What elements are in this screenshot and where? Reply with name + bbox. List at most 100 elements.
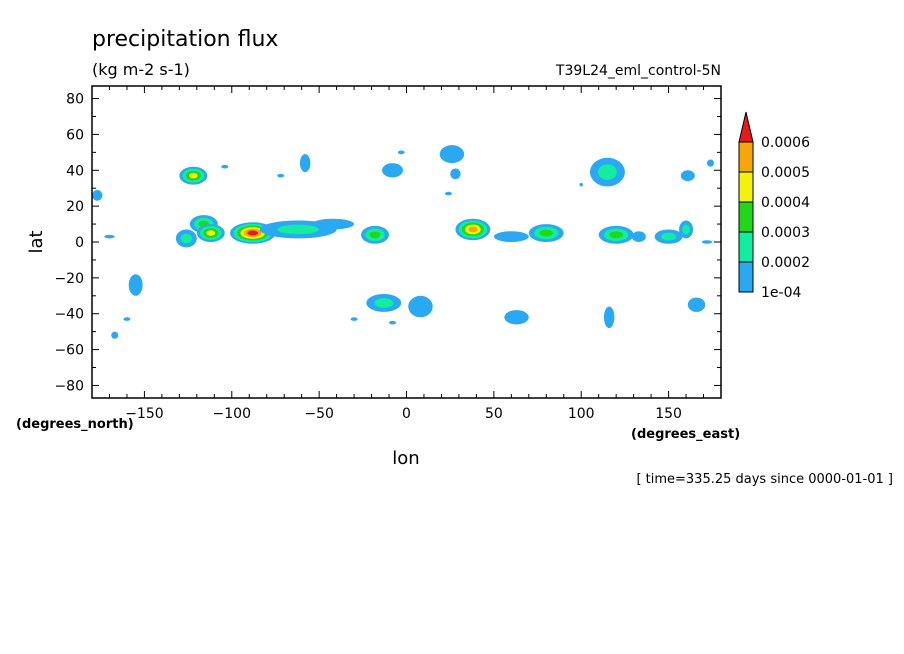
y-tick-label: 40 <box>66 163 84 179</box>
precip-contour-level-1 <box>277 173 285 178</box>
precip-cell <box>389 320 397 325</box>
chart-units-subtitle: (kg m-2 s-1) <box>92 60 190 79</box>
precip-contour-level-1 <box>299 154 311 173</box>
precip-contour-level-1 <box>92 190 103 201</box>
y-tick-label: 60 <box>66 127 84 143</box>
precip-contour-level-3 <box>609 231 623 239</box>
precip-contour-level-3 <box>369 231 381 239</box>
precip-cell <box>687 297 706 312</box>
precip-cell <box>455 218 491 241</box>
y-tick-label: 0 <box>75 235 84 251</box>
precip-contour-level-2 <box>597 164 617 180</box>
colorbar-swatch <box>738 201 754 233</box>
precip-cell <box>589 157 625 187</box>
x-tick-label: 100 <box>568 406 595 422</box>
colorbar-label: 0.0005 <box>761 165 810 181</box>
precip-cell <box>450 168 461 180</box>
precip-cell <box>439 145 465 164</box>
precip-cell <box>654 229 683 244</box>
precip-cell <box>312 218 355 230</box>
precip-cell <box>179 166 208 185</box>
colorbar-legend: 1e-04 0.0002 0.0003 0.0004 0.0005 0.0006 <box>738 111 810 301</box>
precip-contour-level-1 <box>221 164 229 169</box>
precip-contour-level-1 <box>603 306 615 329</box>
precip-contour-level-3 <box>539 229 554 237</box>
y-tick-label: −60 <box>54 343 84 359</box>
y-tick-label: −40 <box>54 307 84 323</box>
precip-contour-level-4 <box>206 230 216 236</box>
precip-contour-level-5 <box>468 226 478 233</box>
precip-contour-level-2 <box>277 224 319 235</box>
precip-contour-level-1 <box>389 320 397 325</box>
y-axis-label: lat <box>26 230 47 253</box>
x-tick-label: 50 <box>485 406 503 422</box>
precip-contour-level-2 <box>682 224 690 235</box>
precip-contour-level-2 <box>180 233 193 244</box>
y-tick-label: 80 <box>66 92 84 108</box>
precip-contour-level-1 <box>493 231 529 243</box>
time-footer: [ time=335.25 days since 0000-01-01 ] <box>636 472 893 487</box>
precip-cell <box>679 220 694 239</box>
precip-contour-level-1 <box>123 317 131 321</box>
x-axis: −150 −100 −50 0 50 100 150 <box>91 86 722 422</box>
colorbar-label: 0.0006 <box>761 135 810 151</box>
precip-cell <box>680 170 695 182</box>
x-tick-label: −150 <box>125 406 163 422</box>
precip-cell <box>408 295 433 318</box>
x-tick-label: 150 <box>655 406 682 422</box>
precip-cell <box>382 163 404 178</box>
precip-contour-level-4 <box>189 172 198 179</box>
colorbar-label: 0.0004 <box>761 195 810 211</box>
y-tick-label: −20 <box>54 271 84 287</box>
y-units-label: (degrees_north) <box>16 417 134 432</box>
colorbar-swatch <box>738 141 754 173</box>
precip-contour-level-2 <box>374 298 394 308</box>
precip-contour-level-1 <box>397 150 405 155</box>
precip-contour-level-1 <box>631 231 646 243</box>
precip-contour-level-1 <box>444 191 452 196</box>
colorbar-label: 0.0002 <box>761 255 810 271</box>
x-units-label: (degrees_east) <box>631 427 740 442</box>
precip-cell <box>707 159 715 167</box>
precip-cell <box>111 331 119 339</box>
precip-contour-level-1 <box>701 240 713 244</box>
precip-contour-level-1 <box>707 159 715 167</box>
precip-cell <box>104 234 115 239</box>
x-tick-label: −100 <box>213 406 251 422</box>
precip-contour-level-1 <box>128 274 143 296</box>
precip-cell <box>631 231 646 243</box>
precip-contour-level-1 <box>408 295 433 318</box>
precip-cell <box>603 306 615 329</box>
y-tick-label: −80 <box>54 378 84 394</box>
precip-cell <box>128 274 143 296</box>
precip-cell <box>366 294 402 312</box>
precip-cell <box>277 173 285 178</box>
precip-contour-level-1 <box>350 317 358 321</box>
colorbar-swatch <box>738 231 754 263</box>
precip-contour-level-1 <box>111 331 119 339</box>
x-tick-label: 0 <box>402 406 411 422</box>
precip-cell <box>598 225 634 244</box>
precip-cell <box>123 317 131 321</box>
precip-contour-level-1 <box>504 310 529 325</box>
precip-contour-level-1 <box>680 170 695 182</box>
precip-cell <box>350 317 358 321</box>
colorbar-overflow-arrow <box>738 111 754 143</box>
y-axis: 80 60 40 20 0 −20 −40 −60 −80 <box>54 92 721 394</box>
precip-contour-level-1 <box>439 145 465 164</box>
precip-contour-level-1 <box>312 218 355 230</box>
precip-cell <box>221 164 229 169</box>
precip-cell <box>175 229 197 248</box>
colorbar-label: 0.0003 <box>761 225 810 241</box>
y-tick-label: 20 <box>66 199 84 215</box>
precip-contour-level-1 <box>579 182 583 187</box>
precipitation-field <box>92 145 715 339</box>
precip-cell <box>92 190 103 201</box>
precip-cell <box>493 231 529 243</box>
precip-cell <box>361 225 390 244</box>
chart-title: precipitation flux <box>92 27 278 52</box>
precip-cell <box>504 310 529 325</box>
precip-contour-level-1 <box>104 234 115 239</box>
x-axis-label: lon <box>392 448 419 469</box>
